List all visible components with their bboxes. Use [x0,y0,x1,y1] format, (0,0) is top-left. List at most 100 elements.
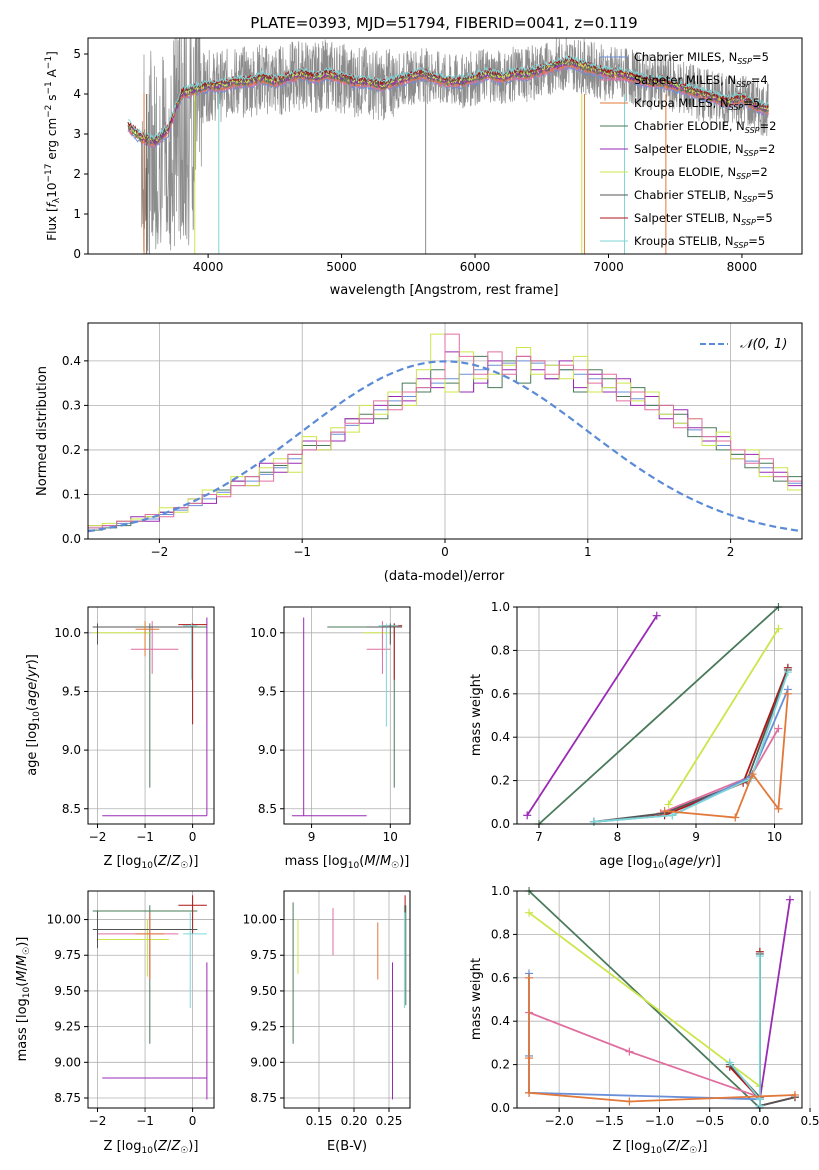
y-tick-label: 8.75 [54,1091,81,1105]
mass-vs-z-y-label: mass [log10(M/M☉)] [15,937,32,1062]
x-tick-label: 0 [441,545,449,559]
x-tick-label: 9 [308,830,316,844]
mass-vs-z-plot [88,891,214,1108]
x-tick-label: −0.5 [695,1114,724,1128]
y-tick-label: 9.25 [250,1020,277,1034]
y-tick-label: 0.4 [491,1014,510,1028]
mass-vs-ebv-frame [283,890,411,1109]
x-tick-label: 1 [584,545,592,559]
observed-spectrum-line [141,38,769,252]
x-tick-label: 5000 [326,260,357,274]
y-tick-label: 8.5 [258,802,277,816]
y-tick-label: 3 [73,127,81,141]
age-vs-z-x-label: Z [log10(Z/Z☉)] [104,854,199,871]
y-tick-label: 0.2 [491,774,510,788]
spectrum-x-ticks: 4000 5000 6000 7000 8000 [193,254,757,274]
y-tick-label: 9.50 [54,984,81,998]
age-vs-mass-x-ticks: 9 10 [308,824,398,844]
x-tick-label: 4000 [193,260,224,274]
y-tick-label: 9.00 [250,1055,277,1069]
y-tick-label: 4 [73,87,81,101]
y-tick-label: 9.5 [258,684,277,698]
y-tick-label: 9.00 [54,1055,81,1069]
normal-curve-legend-label: 𝒩(0, 1) [740,337,787,352]
residual-x-label: (data-model)/error [384,569,505,584]
y-tick-label: 9.75 [54,948,81,962]
age-vs-z-y-ticks: 8.5 9.0 9.5 10.0 [54,626,88,816]
x-tick-label: 8 [614,830,622,844]
mass-vs-z-x-label: Z [log10(Z/Z☉)] [104,1139,199,1156]
x-tick-label: 0.15 [306,1114,333,1128]
weight-vs-z-x-ticks: −2.0 −1.5 −1.0 −0.5 0.0 0.5 [545,1108,819,1128]
weight-vs-z-panel: −2.0 −1.5 −1.0 −0.5 0.0 0.5 0.0 0.2 0.4 0.6 0.8 1.… [469,884,819,1156]
x-tick-label: −1 [293,545,311,559]
x-tick-label: −1 [136,830,154,844]
weight-vs-age-y-label: mass weight [469,674,484,756]
y-tick-label: 0.2 [491,1058,510,1072]
age-vs-mass-plot [284,607,410,824]
y-tick-label: 10.00 [47,913,81,927]
x-tick-label: 7000 [593,260,624,274]
spectrum-lines [127,38,770,254]
x-tick-label: 0.20 [341,1114,368,1128]
y-tick-label: 0.8 [491,927,510,941]
y-tick-label: 10.0 [250,626,277,640]
spectrum-x-label: wavelength [Angstrom, rest frame] [330,283,559,298]
y-tick-label: 0.4 [491,730,510,744]
series-line [538,606,780,825]
y-tick-label: 10.00 [243,913,277,927]
legend-label: Kroupa ELODIE, NSSP=2 [634,165,768,181]
y-tick-label: 1.0 [491,884,510,898]
weight-vs-z-y-label: mass weight [469,958,484,1040]
residual-y-label: Normed distribution [35,366,50,496]
series-line [528,911,761,1088]
mass-vs-ebv-y-ticks: 8.75 9.00 9.25 9.50 9.75 10.00 [243,913,284,1105]
mass-vs-z-panel: −2 −1 0 8.75 9.00 9.25 9.50 9.75 10.00 Z [log10… [15,890,215,1156]
weight-vs-age-panel: 7 8 9 10 0.0 0.2 0.4 0.6 0.8 1.0 age [log10(age/… [469,600,803,871]
figure-title: PLATE=0393, MJD=51794, FIBERID=0041, z=0… [250,14,637,32]
legend-label: Chabrier STELIB, NSSP=5 [634,188,774,204]
series-line [759,899,791,1100]
age-vs-z-panel: −2 −1 0 8.5 9.0 9.5 10.0 Z [log10(Z/Z☉)] age … [25,606,215,871]
series-line [526,615,658,816]
legend-label: Chabrier ELODIE, NSSP=2 [634,119,776,135]
y-tick-label: 9.0 [62,743,81,757]
x-tick-label: 0.0 [750,1114,769,1128]
x-tick-label: −2.0 [545,1114,574,1128]
age-vs-z-y-label: age [log10(age/yr)] [25,654,42,776]
x-tick-label: 8000 [727,260,758,274]
mass-vs-ebv-panel: 0.15 0.20 0.25 8.75 9.00 9.25 9.50 9.75 10.00 E… [243,890,411,1154]
residual-panel: −2 −1 0 1 2 0.0 0.1 0.2 0.3 0.4 (data-model)/err… [35,322,803,584]
y-tick-label: 0 [73,247,81,261]
weight-vs-age-plot [517,603,802,828]
y-tick-label: 2 [73,167,81,181]
y-tick-label: 8.75 [250,1091,277,1105]
mass-vs-z-frame [87,890,215,1109]
x-tick-label: −2 [151,545,169,559]
series-line [593,667,789,823]
y-tick-label: 0.0 [62,532,81,546]
y-tick-label: 9.5 [62,684,81,698]
legend-label: Salpeter ELODIE, NSSP=2 [634,142,775,158]
normal-curve-line [87,360,803,533]
series-line [528,1011,761,1099]
legend-label: Salpeter MILES, NSSP=4 [634,73,768,89]
age-vs-z-frame [87,606,215,825]
series-line [667,628,780,805]
residual-x-ticks: −2 −1 0 1 2 [151,539,735,559]
legend-label: Salpeter STELIB, NSSP=5 [634,211,773,227]
x-tick-label: 2 [727,545,735,559]
x-tick-label: 0.25 [376,1114,403,1128]
mass-vs-ebv-x-ticks: 0.15 0.20 0.25 [306,1108,403,1128]
y-tick-label: 10.0 [54,626,81,640]
x-tick-label: 10 [383,830,398,844]
age-vs-mass-y-ticks: 8.5 9.0 9.5 10.0 [250,626,284,816]
y-tick-label: 0.4 [62,354,81,368]
age-vs-mass-x-label: mass [log10(M/M☉)] [285,854,410,871]
y-tick-label: 8.5 [62,802,81,816]
mass-vs-ebv-x-label: E(B-V) [327,1139,367,1154]
x-tick-label: 0 [189,1114,197,1128]
residual-plot [87,323,803,540]
weight-vs-z-y-ticks: 0.0 0.2 0.4 0.6 0.8 1.0 [491,884,517,1115]
